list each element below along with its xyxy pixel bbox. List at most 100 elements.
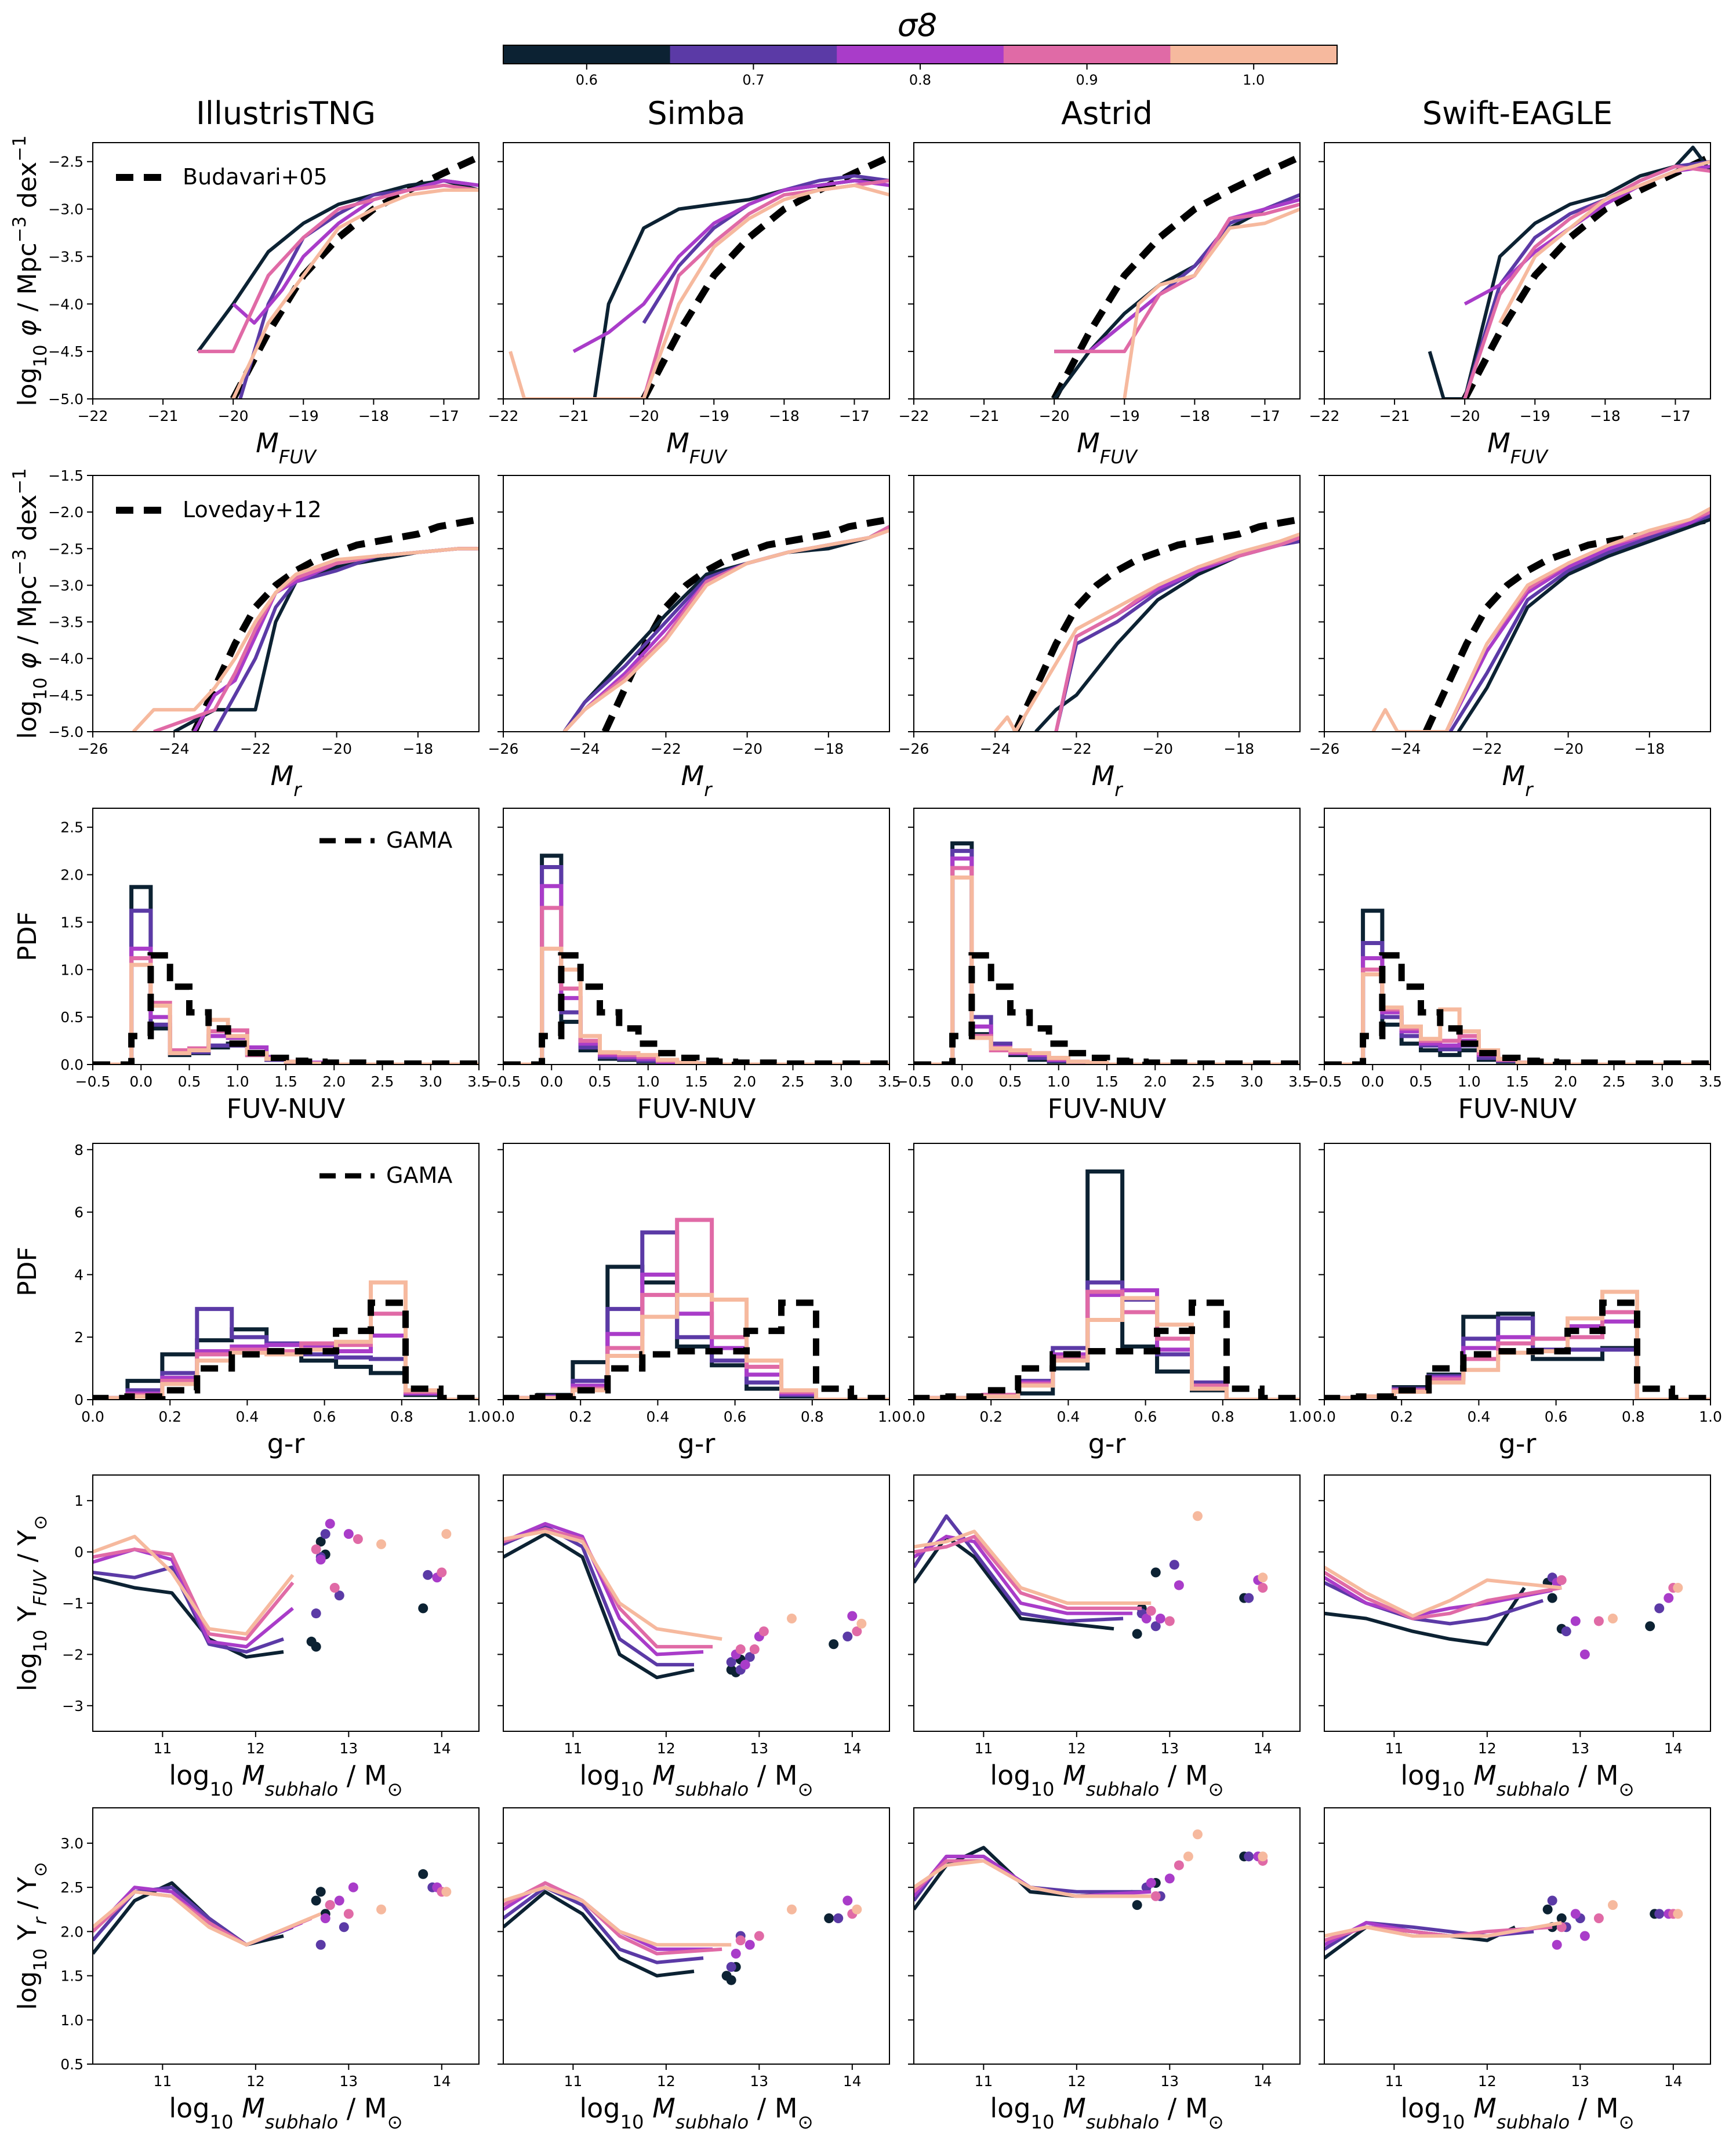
plot-area [1324, 1565, 1683, 1659]
series-line-sigma8-0.6 [562, 525, 889, 732]
y-tick-label: 2.5 [60, 819, 83, 836]
series-line-sigma8-0.9 [642, 179, 889, 399]
x-tick-label: −18 [813, 740, 844, 757]
column-title-swift-eagle: Swift-EAGLE [1422, 95, 1612, 132]
series-line-sigma8-0.7 [914, 1514, 1124, 1623]
plot-area [93, 1869, 452, 1955]
series-line-sigma8-1.0 [914, 1530, 1152, 1605]
x-tick-label: −24 [159, 740, 190, 757]
x-tick-label: 0.0 [950, 1073, 974, 1090]
colorbar-swatch [837, 45, 1004, 64]
x-tick-label: −26 [488, 740, 519, 757]
histogram-sigma8-0.8 [93, 946, 479, 1065]
plot-area [1324, 1895, 1683, 1960]
x-axis-label: log10 Msubhalo / M⊙ [169, 2093, 402, 2133]
x-axis-label: g-r [1499, 1428, 1537, 1459]
plot-area [914, 1829, 1268, 1911]
scatter-point [726, 1975, 736, 1985]
x-tick-label: 2.5 [782, 1073, 805, 1090]
y-tick-label: 2.0 [60, 1923, 83, 1940]
x-tick-label: 0.0 [81, 1408, 104, 1425]
x-axis-label: FUV-NUV [1047, 1093, 1167, 1124]
y-tick-label: −5.0 [48, 724, 83, 740]
x-tick-label: −22 [78, 408, 108, 424]
scatter-point [353, 1534, 363, 1544]
scatter-point [824, 1913, 834, 1924]
series-line-sigma8-0.6 [1324, 1586, 1526, 1646]
scatter-point [441, 1887, 452, 1897]
panel-row5-col2: 11 12 13 14 log10 Msubhalo / M⊙ [908, 1807, 1301, 2133]
x-tick-label: 0.4 [647, 1408, 670, 1425]
panel-row3-col1: 0.0 0.2 0.4 0.6 0.8 1.0 g-r [492, 1143, 901, 1459]
scatter-point [315, 1939, 326, 1950]
x-tick-label: 11 [153, 1740, 172, 1757]
x-tick-label: −21 [969, 408, 1000, 424]
scatter-point [1664, 1593, 1674, 1603]
axes-frame [1324, 1807, 1711, 2065]
x-tick-label: 12 [1067, 2073, 1086, 2090]
scatter-point [315, 1887, 326, 1897]
x-tick-label: 1.0 [878, 1408, 901, 1425]
scatter-point [315, 1554, 326, 1565]
scatter-point [1150, 1567, 1161, 1578]
column-title-astrid: Astrid [1061, 95, 1153, 132]
series-line-sigma8-0.9 [1054, 202, 1300, 354]
scatter-point [1174, 1860, 1184, 1870]
histogram-sigma8-0.8 [914, 1288, 1300, 1400]
series-line-sigma8-0.6 [197, 179, 479, 353]
colorbar-tick-label: 0.8 [909, 72, 931, 88]
y-tick-label: −4.0 [48, 296, 83, 313]
panel-row2-col3: −0.5 0.0 0.5 1.0 1.5 2.0 2.5 3.0 3.5 FUV-NUV [1307, 808, 1722, 1124]
scatter-point [334, 1895, 344, 1906]
histogram-sigma8-0.7 [914, 1280, 1300, 1400]
scatter-point [325, 1519, 335, 1529]
plot-area [993, 515, 1300, 732]
scatter-point [311, 1608, 321, 1619]
scatter-point [1542, 1904, 1553, 1915]
series-line-sigma8-0.6 [1428, 146, 1710, 399]
legend-label: Loveday+12 [183, 497, 322, 522]
x-tick-label: −24 [569, 740, 600, 757]
colorbar-tick-label: 0.7 [742, 72, 764, 88]
plot-area [132, 515, 479, 732]
colorbar-label: σ8 [898, 7, 938, 43]
x-tick-label: −21 [1379, 408, 1410, 424]
x-tick-label: 14 [1664, 1740, 1683, 1757]
axes-frame [913, 1807, 1301, 2065]
x-tick-label: −20 [1039, 408, 1070, 424]
x-tick-label: −20 [1450, 408, 1480, 424]
legend-label: Budavari+05 [183, 164, 328, 190]
x-tick-label: 11 [153, 2073, 172, 2090]
axes-frame [92, 475, 480, 732]
scatter-point [744, 1939, 755, 1950]
plot-area [93, 1519, 452, 1659]
colorbar-swatch [1170, 45, 1338, 64]
x-tick-label: −22 [899, 408, 929, 424]
x-tick-label: −22 [651, 740, 681, 757]
x-tick-label: 12 [246, 1740, 265, 1757]
x-axis-label: FUV-NUV [637, 1093, 756, 1124]
x-tick-label: −26 [899, 740, 929, 757]
x-axis-label: Mr [681, 760, 713, 801]
series-line-sigma8-0.6 [1034, 536, 1300, 732]
y-tick-label: −1.5 [48, 467, 83, 484]
y-tick-label: −5.0 [48, 391, 83, 408]
scatter-point [1192, 1511, 1203, 1521]
series-line-sigma8-0.7 [503, 1886, 704, 1964]
scatter-point [1150, 1891, 1161, 1901]
panel-row5-col3: 11 12 13 14 log10 Msubhalo / M⊙ [1319, 1807, 1711, 2133]
series-line-sigma8-0.7 [1054, 539, 1300, 732]
x-tick-label: 0.5 [1410, 1073, 1433, 1090]
y-tick-label: −3 [62, 1698, 83, 1714]
y-axis-label: PDF [13, 1247, 42, 1296]
scatter-point [1593, 1913, 1604, 1924]
x-tick-label: −0.5 [896, 1073, 932, 1090]
y-tick-label: 0.0 [60, 1056, 83, 1073]
plot-area [562, 515, 889, 732]
panel-row4-col3: 11 12 13 14 log10 Msubhalo / M⊙ [1319, 1474, 1711, 1800]
scatter-point [1547, 1895, 1557, 1906]
x-tick-label: 0.2 [979, 1408, 1003, 1425]
observation-histogram [503, 952, 889, 1065]
axes-frame [92, 142, 480, 399]
series-line-sigma8-0.6 [1457, 517, 1710, 732]
